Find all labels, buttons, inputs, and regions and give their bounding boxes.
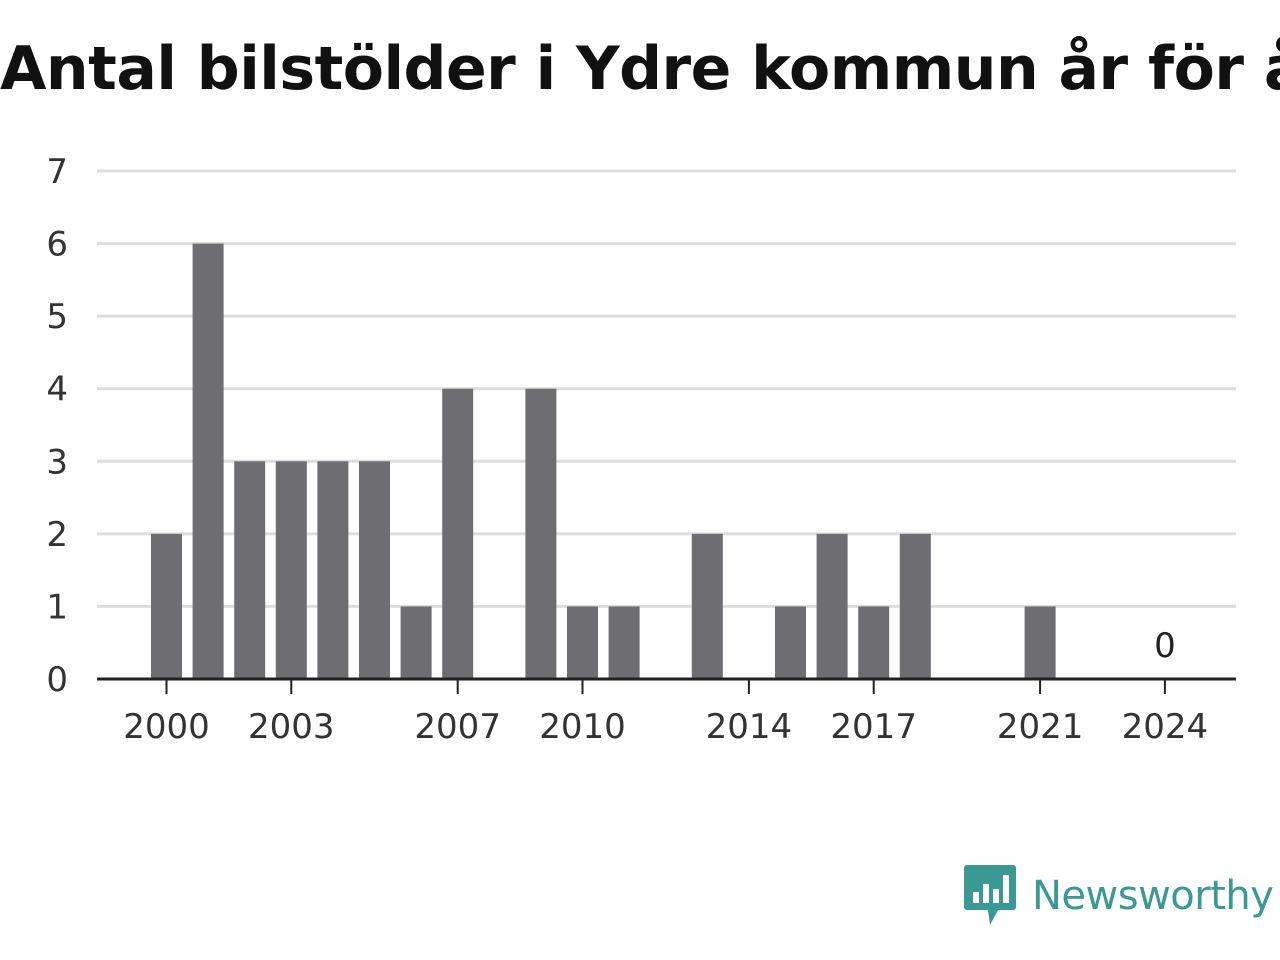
y-tick-label-2: 2 — [46, 515, 68, 555]
newsworthy-logo-icon — [964, 865, 1016, 925]
brand-name: Newsworthy — [1032, 873, 1274, 919]
bar-2002 — [234, 461, 266, 679]
y-tick-label-3: 3 — [46, 442, 68, 482]
y-tick-label-6: 6 — [46, 225, 68, 265]
bar-2001 — [192, 243, 224, 680]
bar-2003 — [275, 461, 307, 679]
bar-2015 — [775, 606, 806, 679]
y-tick-label-4: 4 — [46, 370, 68, 410]
x-tick-label-2010: 2010 — [539, 707, 626, 747]
x-tick-label-2007: 2007 — [414, 707, 501, 747]
axes: 0 1 2 3 4 5 6 7 0 2000 2003 2007 2010 2014 2017 2021 202… — [46, 152, 1236, 747]
y-tick-label-7: 7 — [46, 152, 68, 192]
bar-2004 — [317, 461, 349, 679]
x-tick-label-2024: 2024 — [1122, 707, 1209, 747]
bar-2005 — [359, 461, 390, 679]
x-tick-label-2003: 2003 — [248, 707, 335, 747]
gridlines — [97, 169, 1236, 608]
y-tick-label-5: 5 — [46, 297, 68, 337]
x-tick-label-2017: 2017 — [830, 707, 917, 747]
bar-2007 — [442, 388, 474, 679]
bar-2018 — [899, 533, 931, 679]
x-tick-label-2000: 2000 — [123, 707, 210, 747]
x-tick-label-2021: 2021 — [997, 707, 1084, 747]
y-tick-label-0: 0 — [46, 660, 68, 700]
data-label-2024: 0 — [1154, 626, 1176, 666]
bar-2009 — [525, 388, 557, 679]
bar-2021 — [1024, 606, 1056, 679]
bar-2016 — [816, 533, 848, 679]
brand: Newsworthy — [964, 864, 1274, 928]
bar-2010 — [567, 606, 598, 679]
bars — [151, 243, 1056, 680]
chart-title: Antal bilstölder i Ydre kommun år för år — [0, 34, 1280, 104]
bar-2017 — [858, 606, 890, 679]
x-tick-label-2014: 2014 — [706, 707, 793, 747]
bar-2006 — [400, 606, 432, 679]
bar-2013 — [691, 533, 723, 679]
y-tick-label-1: 1 — [46, 587, 68, 627]
bar-2011 — [608, 606, 640, 679]
bar-2000 — [151, 533, 182, 679]
